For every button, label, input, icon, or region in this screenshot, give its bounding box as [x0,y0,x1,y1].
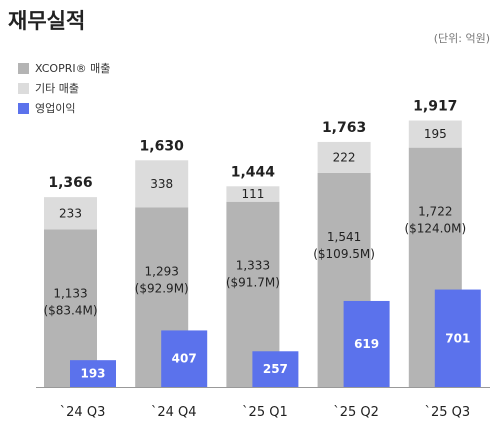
category-label-0: `24 Q3 [60,405,106,420]
label-other-3: 222 [333,150,356,164]
legend-label-op: 영업이익 [35,102,76,115]
bar-op-3 [343,300,390,387]
label-total-3: 1,763 [322,120,366,136]
label-total-4: 1,917 [413,99,457,115]
bar-op-1 [161,330,208,387]
bar-op-2 [252,351,299,387]
legend-swatch-xcopri [18,62,29,74]
label-total-1: 1,630 [140,138,185,154]
bar-op-4 [434,289,481,387]
label-total-0: 1,366 [48,175,92,191]
label-xcopri-usd-1: ($92.9M) [135,281,189,295]
label-xcopri-1: 1,293 [145,264,179,278]
label-other-0: 233 [59,206,82,220]
legend-label-other: 기타 매출 [35,82,79,95]
label-other-2: 111 [241,187,264,201]
legend-swatch-other [18,82,29,94]
category-label-4: `25 Q3 [424,405,470,420]
legend: XCOPRI® 매출 기타 매출 영업이익 [18,58,110,118]
label-xcopri-2: 1,333 [236,259,270,273]
bar-other-4 [408,120,462,148]
label-op-3: 619 [354,337,379,351]
label-xcopri-usd-0: ($83.4M) [43,304,97,318]
legend-item-other: 기타 매출 [18,78,110,98]
category-label-3: `25 Q2 [333,405,379,420]
bar-op-0 [70,360,116,387]
legend-swatch-op [18,102,29,114]
label-xcopri-0: 1,133 [53,287,87,301]
label-total-2: 1,444 [231,164,276,180]
unit-label: (단위: 억원) [433,32,490,45]
bar-other-3 [317,141,371,173]
label-op-0: 193 [80,367,105,381]
bar-other-2 [226,186,280,202]
bar-other-0 [44,197,97,230]
label-other-1: 338 [150,177,173,191]
category-label-1: `24 Q4 [151,405,197,420]
label-xcopri-usd-3: ($109.5M) [313,247,375,261]
category-label-2: `25 Q1 [242,405,288,420]
label-xcopri-3: 1,541 [327,230,361,244]
label-op-2: 257 [263,362,288,376]
legend-item-op: 영업이익 [18,98,110,118]
chart-title: 재무실적 [8,9,86,33]
label-op-4: 701 [445,331,470,345]
legend-item-xcopri: XCOPRI® 매출 [18,58,110,78]
label-xcopri-usd-2: ($91.7M) [226,276,280,290]
label-xcopri-usd-4: ($124.0M) [404,222,466,236]
label-op-1: 407 [172,352,197,366]
legend-label-xcopri: XCOPRI® 매출 [35,62,111,75]
label-xcopri-4: 1,722 [418,205,452,219]
bar-other-1 [135,160,189,208]
label-other-4: 195 [424,127,447,141]
